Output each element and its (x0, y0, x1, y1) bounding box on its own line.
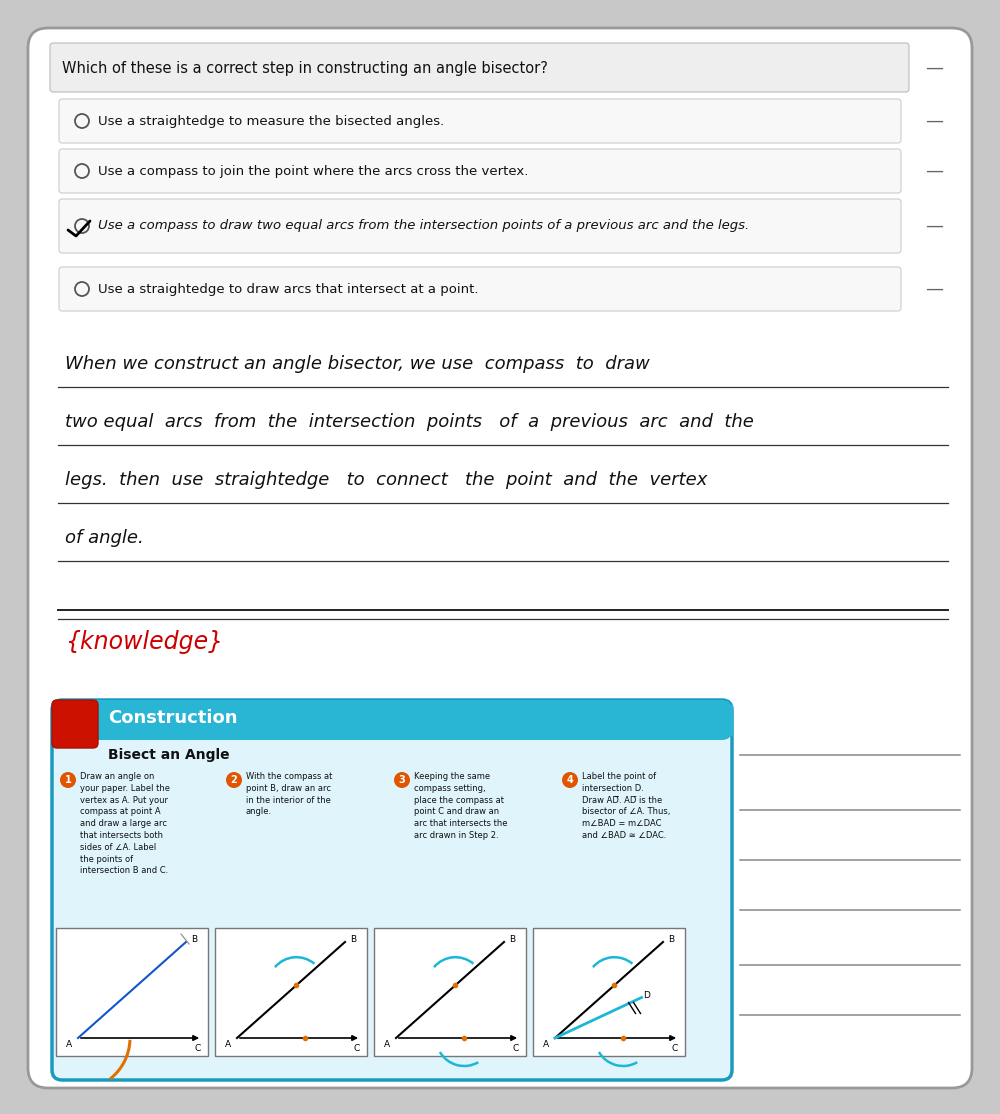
Text: truth: truth (330, 746, 410, 774)
FancyBboxPatch shape (215, 928, 367, 1056)
Text: truth: truth (570, 1036, 650, 1064)
FancyBboxPatch shape (52, 700, 732, 740)
Text: —: — (925, 162, 943, 180)
Text: Label the point of
intersection D.
Draw AD̅. AD̅ is the
bisector of ∠A. Thus,
m∠: Label the point of intersection D. Draw … (582, 772, 670, 840)
Text: C: C (672, 1044, 678, 1053)
FancyBboxPatch shape (374, 928, 526, 1056)
Text: —: — (925, 280, 943, 299)
Text: truth: truth (90, 367, 170, 394)
Text: truth: truth (570, 886, 650, 913)
Text: B: B (668, 936, 674, 945)
Text: Use a straightedge to draw arcs that intersect at a point.: Use a straightedge to draw arcs that int… (98, 283, 479, 295)
Text: B: B (350, 936, 356, 945)
Text: D: D (644, 991, 650, 1000)
Text: Use a compass to join the point where the arcs cross the vertex.: Use a compass to join the point where th… (98, 165, 528, 177)
Circle shape (60, 772, 76, 788)
Text: truth: truth (570, 486, 650, 514)
Text: legs.  then  use  straightedge   to  connect   the  point  and  the  vertex: legs. then use straightedge to connect t… (65, 471, 707, 489)
FancyBboxPatch shape (533, 928, 685, 1056)
Text: C: C (354, 1044, 360, 1053)
Text: truth: truth (820, 746, 900, 774)
FancyBboxPatch shape (52, 700, 98, 747)
Text: truth: truth (330, 486, 410, 514)
Text: When we construct an angle bisector, we use  compass  to  draw: When we construct an angle bisector, we … (65, 355, 650, 373)
Text: truth: truth (570, 367, 650, 394)
Text: Draw an angle on
your paper. Label the
vertex as A. Put your
compass at point A
: Draw an angle on your paper. Label the v… (80, 772, 170, 876)
Text: {knowledge}: {knowledge} (65, 631, 223, 654)
Text: —: — (925, 113, 943, 130)
Text: 4: 4 (567, 775, 573, 785)
Text: truth: truth (330, 226, 410, 254)
Text: truth: truth (570, 606, 650, 634)
Text: A: A (66, 1040, 72, 1049)
Text: truth: truth (90, 486, 170, 514)
Text: Keeping the same
compass setting,
place the compass at
point C and draw an
arc t: Keeping the same compass setting, place … (414, 772, 508, 840)
Text: truth: truth (90, 226, 170, 254)
Text: truth: truth (570, 86, 650, 114)
Circle shape (226, 772, 242, 788)
Text: truth: truth (330, 367, 410, 394)
Text: B: B (191, 936, 197, 945)
Text: 1: 1 (65, 775, 71, 785)
Text: two equal  arcs  from  the  intersection  points   of  a  previous  arc  and  th: two equal arcs from the intersection poi… (65, 413, 754, 431)
Text: Use a compass to draw two equal arcs from the intersection points of a previous : Use a compass to draw two equal arcs fro… (98, 219, 749, 233)
Text: truth: truth (820, 606, 900, 634)
FancyBboxPatch shape (59, 99, 901, 143)
Text: truth: truth (90, 1036, 170, 1064)
FancyBboxPatch shape (59, 199, 901, 253)
Text: —: — (925, 217, 943, 235)
Text: 3: 3 (399, 775, 405, 785)
Text: truth: truth (330, 86, 410, 114)
Text: C: C (195, 1044, 201, 1053)
Text: truth: truth (820, 1036, 900, 1064)
Text: truth: truth (90, 886, 170, 913)
Text: truth: truth (330, 886, 410, 913)
Text: truth: truth (820, 367, 900, 394)
Text: —: — (925, 59, 943, 77)
Text: truth: truth (820, 226, 900, 254)
FancyBboxPatch shape (59, 267, 901, 311)
Text: C: C (513, 1044, 519, 1053)
Text: B: B (509, 936, 515, 945)
Text: truth: truth (820, 486, 900, 514)
Text: A: A (543, 1040, 549, 1049)
Text: truth: truth (90, 86, 170, 114)
Text: truth: truth (90, 606, 170, 634)
Text: truth: truth (330, 606, 410, 634)
Text: truth: truth (570, 746, 650, 774)
FancyBboxPatch shape (50, 43, 909, 92)
Text: truth: truth (90, 746, 170, 774)
Text: of angle.: of angle. (65, 529, 144, 547)
Text: truth: truth (820, 86, 900, 114)
FancyBboxPatch shape (59, 149, 901, 193)
Text: 2: 2 (231, 775, 237, 785)
Text: With the compass at
point B, draw an arc
in the interior of the
angle.: With the compass at point B, draw an arc… (246, 772, 332, 817)
Text: Construction: Construction (108, 709, 238, 727)
Text: truth: truth (330, 1036, 410, 1064)
FancyBboxPatch shape (52, 700, 732, 1079)
Text: A: A (225, 1040, 231, 1049)
Circle shape (394, 772, 410, 788)
Circle shape (562, 772, 578, 788)
Text: Use a straightedge to measure the bisected angles.: Use a straightedge to measure the bisect… (98, 115, 444, 127)
FancyBboxPatch shape (56, 928, 208, 1056)
Text: A: A (384, 1040, 390, 1049)
Text: truth: truth (820, 886, 900, 913)
Text: Which of these is a correct step in constructing an angle bisector?: Which of these is a correct step in cons… (62, 60, 548, 76)
FancyBboxPatch shape (28, 28, 972, 1088)
Text: truth: truth (570, 226, 650, 254)
Text: Bisect an Angle: Bisect an Angle (108, 747, 230, 762)
